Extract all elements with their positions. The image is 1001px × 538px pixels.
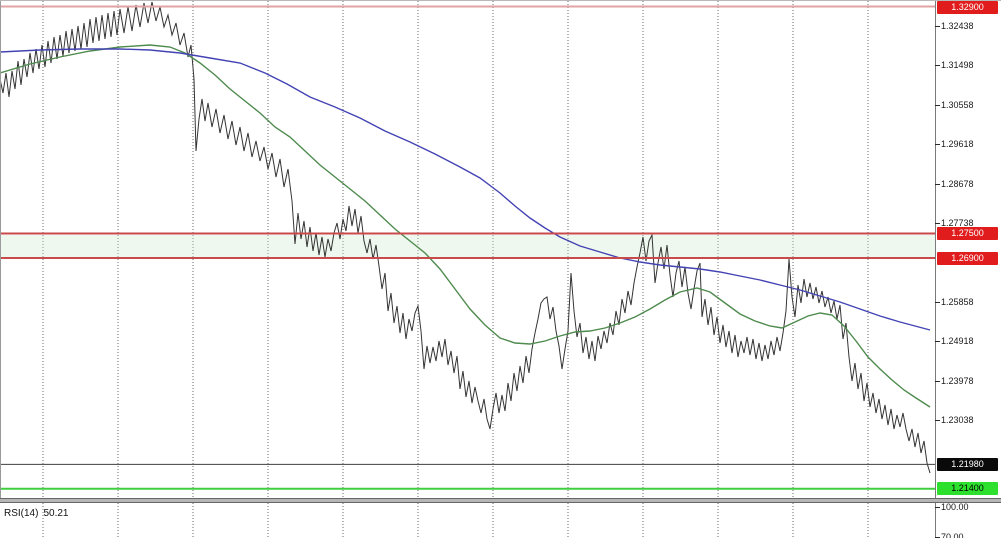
price-tick-mark [935,144,940,145]
rsi-indicator-value: 50.21 [43,508,69,519]
price-tick-mark [935,302,940,303]
bid-price-line-price-tag: 1.21980 [937,458,998,471]
price-tick-mark [935,420,940,421]
rsi-indicator-label: RSI(14) 50.21 [4,508,68,519]
price-tick-mark [935,26,940,27]
rsi-tick-label: 100.00 [941,502,969,512]
resistance-2-price-tag: 1.26900 [937,252,998,265]
rsi-tick-mark [935,507,940,508]
price-tick-mark [935,223,940,224]
rsi-tick-label: 70.00 [941,532,964,538]
pane-separator[interactable] [0,498,1001,503]
price-tick-mark [935,105,940,106]
price-tick-label: 1.28678 [941,179,974,189]
ma-fast-green [0,44,931,408]
price-tick-mark [935,65,940,66]
price-tick-label: 1.29618 [941,139,974,149]
chart-left-border [0,1,1,498]
support-green-price-tag: 1.21400 [937,482,998,495]
price-tick-label: 1.23038 [941,415,974,425]
rsi-indicator-name: RSI(14) [4,508,39,519]
price-tick-mark [935,381,940,382]
price-tick-label: 1.24918 [941,336,974,346]
resistance-zone-band [0,235,935,257]
price-tick-mark [935,341,940,342]
price-bars [0,1,931,474]
price-axis-line [935,1,936,538]
resistance-1-price-tag: 1.27500 [937,227,998,240]
price-tick-label: 1.25858 [941,297,974,307]
ma-slow-blue [0,48,931,331]
price-tick-label: 1.30558 [941,100,974,110]
price-tick-label: 1.31498 [941,60,974,70]
price-tick-label: 1.32438 [941,21,974,31]
price-tick-label: 1.23978 [941,376,974,386]
price-tick-mark [935,184,940,185]
resistance-upper-price-tag: 1.32900 [937,1,998,14]
price-tick-label: 1.27738 [941,218,974,228]
